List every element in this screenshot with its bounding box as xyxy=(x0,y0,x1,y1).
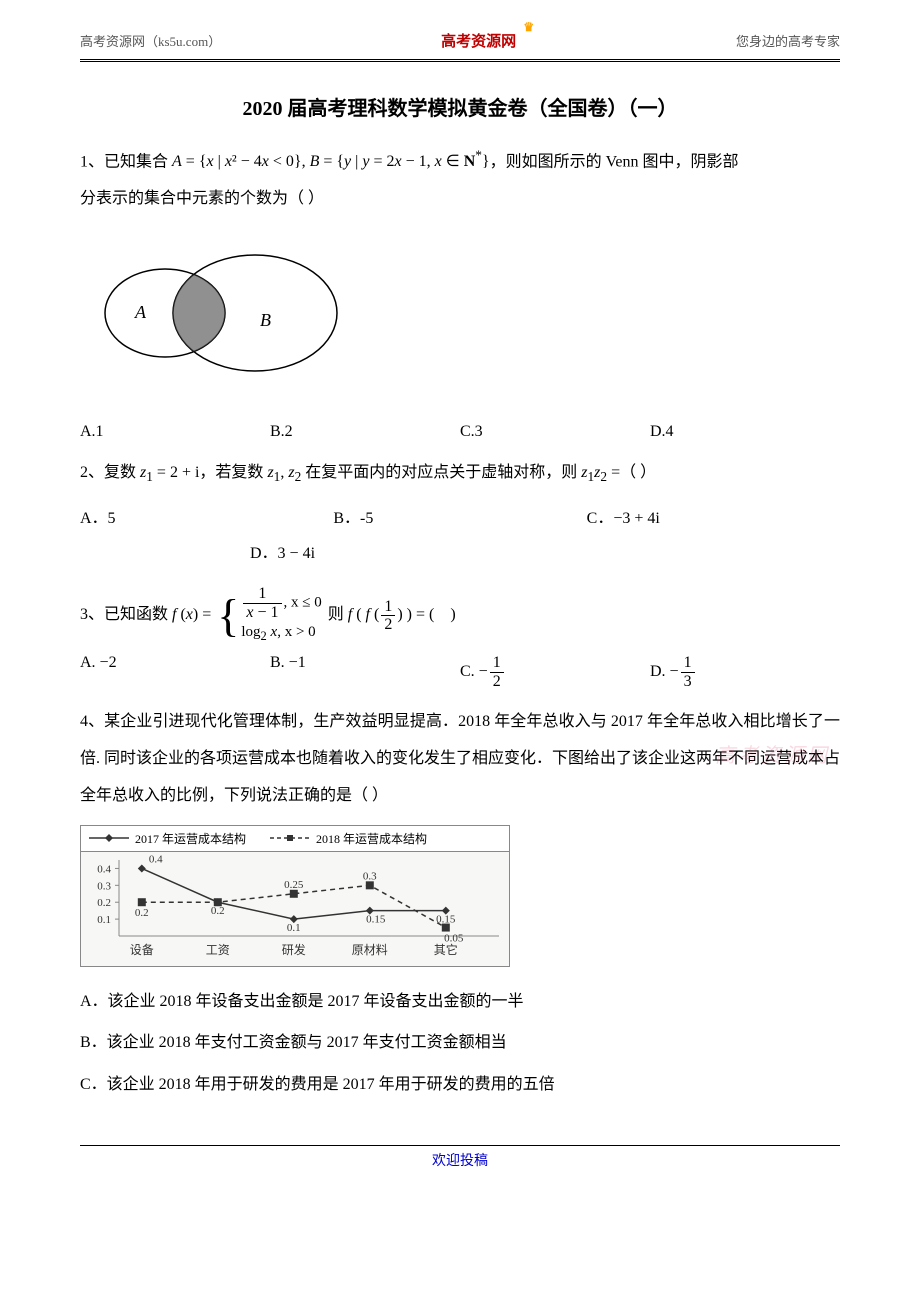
q1-opt-c: C.3 xyxy=(460,423,650,441)
q4-opt-b: B．该企业 2018 年支付工资金额与 2017 年支付工资金额相当 xyxy=(80,1022,840,1064)
q3-stem: 3、已知函数 f (x) = { 1x − 1, x ≤ 0 log2 x, x… xyxy=(80,585,840,646)
q1-stem: 1、已知集合 A = {x | x² − 4x < 0}, B = {y | y… xyxy=(80,141,840,218)
q1-opt-a: A.1 xyxy=(80,423,270,441)
svg-text:工资: 工资 xyxy=(206,943,230,957)
q3-case2-expr: log2 x xyxy=(241,624,277,640)
svg-text:0.4: 0.4 xyxy=(149,853,163,865)
q3-opt-d: D. −13 xyxy=(650,654,840,690)
venn-diagram: A B xyxy=(80,238,840,393)
header-center-text: 高考资源网 xyxy=(441,34,516,50)
q3-opt-b: B. −1 xyxy=(270,654,460,690)
legend-2017-label: 2017 年运营成本结构 xyxy=(135,830,246,847)
q3-half-den: 2 xyxy=(381,616,395,634)
footer-rule xyxy=(80,1145,840,1146)
svg-text:0.4: 0.4 xyxy=(97,863,111,875)
q2-opt-a: A．5 xyxy=(80,501,333,536)
cost-chart: 2017 年运营成本结构 2018 年运营成本结构 0.1 0.2 0.3 0.4 设备… xyxy=(80,825,510,967)
q2-stem: 2、复数 z1 = 2 + i，若复数 z1, z2 在复平面内的对应点关于虚轴… xyxy=(80,455,840,493)
svg-text:0.25: 0.25 xyxy=(284,878,304,890)
legend-2018-label: 2018 年运营成本结构 xyxy=(316,830,427,847)
header-center-logo: 高考资源网 ♛ xyxy=(441,30,516,51)
chart-legend: 2017 年运营成本结构 2018 年运营成本结构 xyxy=(80,825,510,852)
venn-label-b: B xyxy=(260,310,271,330)
svg-text:研发: 研发 xyxy=(282,942,306,957)
svg-text:0.1: 0.1 xyxy=(287,922,301,934)
page-title: 2020 届高考理科数学模拟黄金卷（全国卷）（一） xyxy=(80,92,840,121)
venn-label-a: A xyxy=(134,302,147,322)
header-rule xyxy=(80,59,840,62)
piecewise-function: { 1x − 1, x ≤ 0 log2 x, x > 0 xyxy=(217,585,321,646)
q3-case1-cond: , x ≤ 0 xyxy=(284,595,322,611)
q2-opt-b: B．-5 xyxy=(333,501,586,536)
q2-options: A．5 B．-5 C．−3 + 4i D．3 − 4i xyxy=(80,501,840,571)
q2-opt-d: D．3 − 4i xyxy=(80,536,840,571)
svg-text:0.1: 0.1 xyxy=(97,914,111,926)
legend-2017: 2017 年运营成本结构 xyxy=(89,830,246,847)
svg-text:0.2: 0.2 xyxy=(211,905,225,917)
svg-text:0.05: 0.05 xyxy=(444,932,464,944)
q1-stem-b: ，则如图所示的 Venn 图中，阴影部 xyxy=(490,153,739,170)
q2-opt-c: C．−3 + 4i xyxy=(587,501,840,536)
q1-stem-c: 分表示的集合中元素的个数为（ ） xyxy=(80,190,324,207)
svg-text:0.3: 0.3 xyxy=(363,870,377,882)
q1-set-expr: A = {x | x² − 4x < 0}, B = {y | y = 2x −… xyxy=(172,153,490,170)
header-left: 高考资源网（ks5u.com） xyxy=(80,31,221,50)
q3-opt-c: C. −12 xyxy=(460,654,650,690)
footer-link[interactable]: 欢迎投稿 xyxy=(80,1150,840,1170)
svg-text:0.3: 0.3 xyxy=(97,880,111,892)
q1-opt-b: B.2 xyxy=(270,423,460,441)
header-right: 您身边的高考专家 xyxy=(736,31,840,50)
q1-options: A.1 B.2 C.3 D.4 xyxy=(80,423,840,441)
q4-options: A．该企业 2018 年设备支出金额是 2017 年设备支出金额的一半 B．该企… xyxy=(80,981,840,1106)
svg-text:原材料: 原材料 xyxy=(352,943,388,957)
q4-stem: 4、某企业引进现代化管理体制，生产效益明显提高．2018 年全年总收入与 201… xyxy=(80,704,840,814)
q4-opt-c: C．该企业 2018 年用于研发的费用是 2017 年用于研发的费用的五倍 xyxy=(80,1064,840,1106)
chart-plot-area: 0.10.20.30.4设备工资研发原材料其它0.40.20.10.150.15… xyxy=(80,852,510,967)
q3-stem-b: 则 f ( f ( xyxy=(328,606,380,623)
q1-opt-d: D.4 xyxy=(650,423,840,441)
svg-text:0.2: 0.2 xyxy=(135,907,149,919)
q3-case1-num: 1 xyxy=(243,585,281,604)
legend-2018: 2018 年运营成本结构 xyxy=(270,830,427,847)
q3-half-num: 1 xyxy=(381,598,395,617)
svg-text:0.15: 0.15 xyxy=(366,913,386,925)
svg-text:设备: 设备 xyxy=(130,943,154,957)
q3-case1-den: x − 1 xyxy=(243,604,281,622)
q3-case2-cond: , x > 0 xyxy=(277,624,315,640)
q4-opt-a: A．该企业 2018 年设备支出金额是 2017 年设备支出金额的一半 xyxy=(80,981,840,1023)
q3-options: A. −2 B. −1 C. −12 D. −13 xyxy=(80,654,840,690)
q1-stem-a: 1、已知集合 xyxy=(80,153,172,170)
q3-stem-a: 3、已知函数 xyxy=(80,606,172,623)
svg-text:0.2: 0.2 xyxy=(97,897,111,909)
q3-opt-a: A. −2 xyxy=(80,654,270,690)
crown-icon: ♛ xyxy=(523,20,534,35)
